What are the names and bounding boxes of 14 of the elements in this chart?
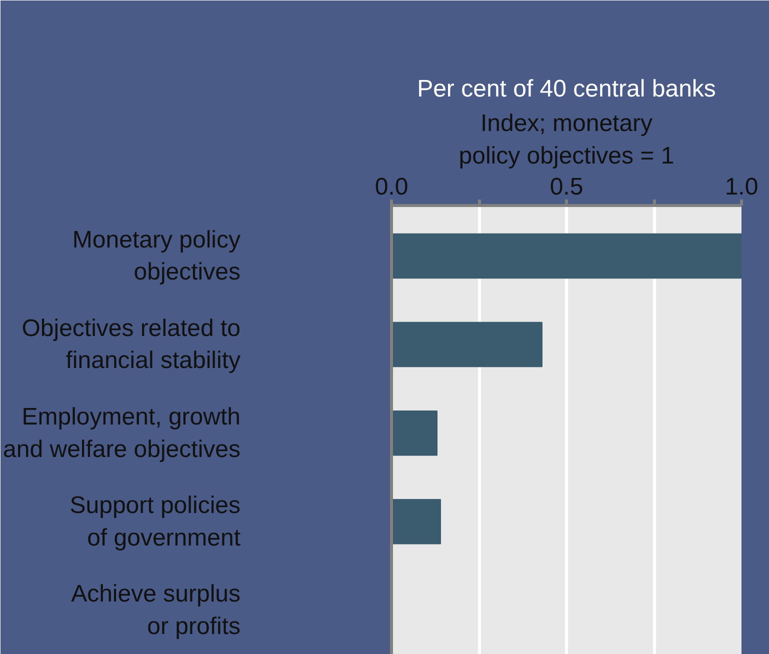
y-tick-label: Achieve surplus or profits: [71, 580, 241, 640]
bar: [392, 233, 742, 279]
y-tick-label: Employment, growth and welfare objectives: [3, 403, 241, 463]
chart-title: Per cent of 40 central banks: [417, 76, 716, 102]
x-tick-label: 0.0: [374, 174, 408, 200]
x-axis-title: Index; monetary policy objectives = 1: [458, 110, 674, 170]
bar: [392, 410, 438, 456]
y-tick-label: Monetary policy objectives: [72, 226, 241, 286]
y-tick-label: Objectives related to financial stability: [22, 314, 241, 374]
x-tick-label: 1.0: [724, 174, 758, 200]
x-tick-label: 0.5: [550, 174, 584, 200]
bar: [392, 499, 441, 544]
y-tick-label: Support policies of government: [70, 492, 241, 552]
bar: [392, 322, 542, 368]
